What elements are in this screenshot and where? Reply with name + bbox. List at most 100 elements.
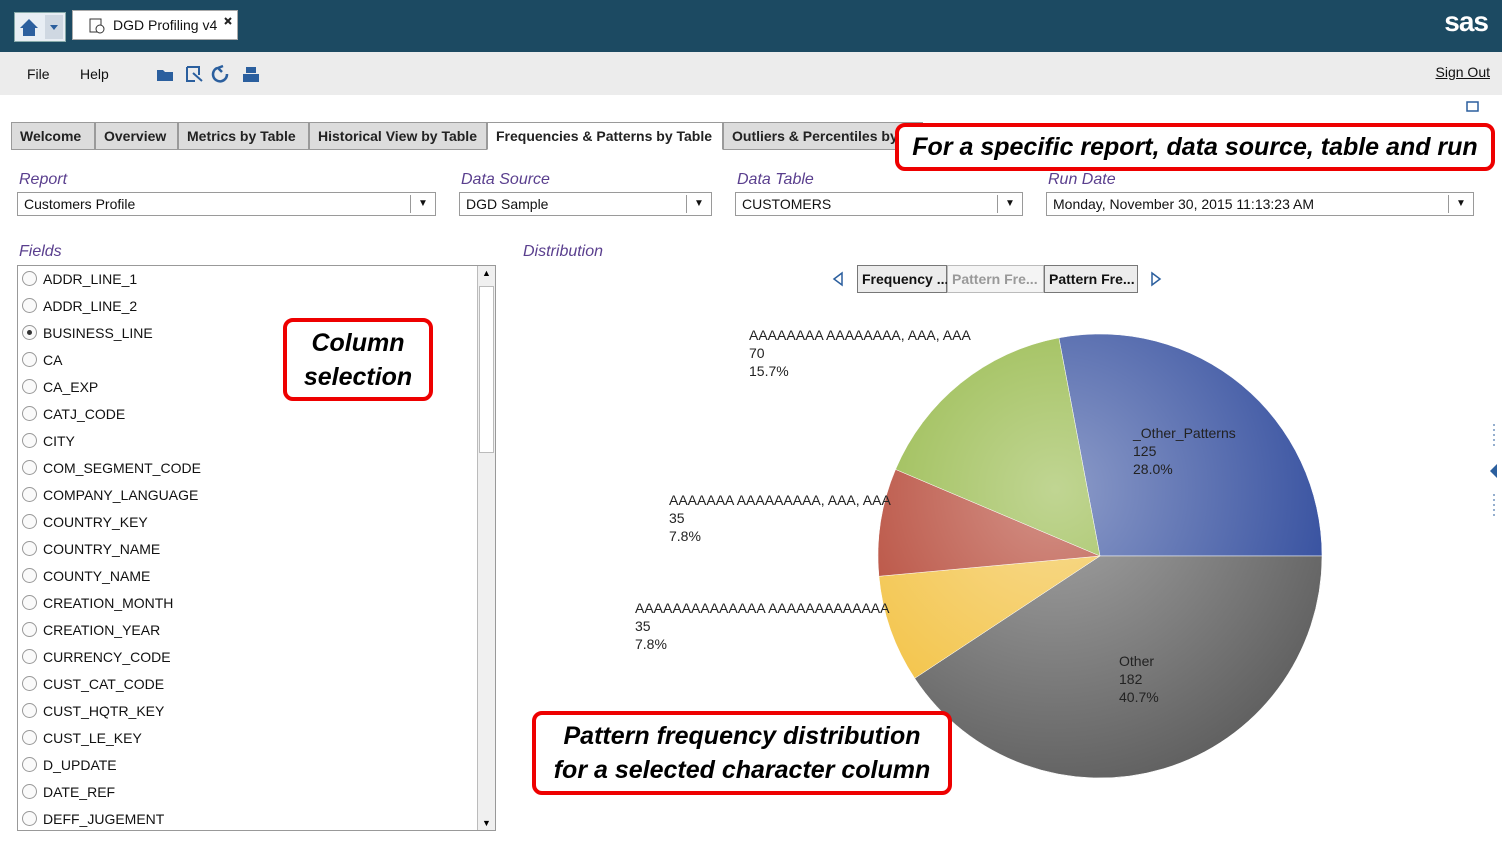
field-item[interactable]: COUNTRY_KEY (22, 509, 148, 536)
home-icon (20, 15, 63, 39)
home-button[interactable] (14, 12, 66, 42)
field-item[interactable]: CUST_CAT_CODE (22, 671, 164, 698)
scroll-down[interactable]: ▼ (482, 818, 491, 828)
dropdown-arrow[interactable]: ▼ (686, 195, 711, 213)
prev-arrow[interactable] (832, 271, 844, 287)
field-item[interactable]: CA (22, 347, 62, 374)
radio[interactable] (22, 298, 37, 313)
field-item[interactable]: DEFF_JUGEMENT (22, 806, 165, 830)
tab[interactable]: Overview (95, 122, 178, 150)
dropdown-value: CUSTOMERS (742, 196, 832, 212)
field-name: COM_SEGMENT_CODE (43, 460, 201, 476)
menu-item[interactable]: Help (80, 66, 109, 82)
radio[interactable] (22, 703, 37, 718)
radio[interactable] (22, 487, 37, 502)
callout: Pattern frequency distribution for a sele… (532, 711, 952, 795)
view-button[interactable]: Pattern Fre... (1044, 265, 1138, 293)
field-name: COUNTRY_NAME (43, 541, 161, 557)
filter-label: Data Table (737, 171, 814, 188)
field-name: ADDR_LINE_2 (43, 298, 138, 314)
field-item[interactable]: COMPANY_LANGUAGE (22, 482, 198, 509)
tab[interactable]: Welcome (11, 122, 95, 150)
view-button[interactable]: Pattern Fre... (947, 265, 1044, 293)
radio[interactable] (22, 541, 37, 556)
radio[interactable] (22, 325, 37, 340)
slice-value: 35 (669, 510, 685, 526)
radio[interactable] (22, 595, 37, 610)
radio[interactable] (22, 460, 37, 475)
field-item[interactable]: ADDR_LINE_1 (22, 266, 137, 293)
next-arrow[interactable] (1150, 271, 1162, 287)
radio[interactable] (22, 568, 37, 583)
sign-out[interactable]: Sign Out (1435, 64, 1490, 80)
field-name: CREATION_MONTH (43, 595, 174, 611)
field-name: COUNTY_NAME (43, 568, 151, 584)
callout: For a specific report, data source, tabl… (895, 123, 1495, 171)
field-item[interactable]: CA_EXP (22, 374, 98, 401)
field-name: CURRENCY_CODE (43, 649, 171, 665)
field-item[interactable]: COUNTRY_NAME (22, 536, 160, 563)
radio[interactable] (22, 757, 37, 772)
radio[interactable] (22, 676, 37, 691)
field-item[interactable]: CUST_LE_KEY (22, 725, 142, 752)
toolbar-icons[interactable] (155, 64, 265, 84)
callout-line: Pattern frequency distribution (563, 722, 921, 750)
radio[interactable] (22, 352, 37, 367)
field-item[interactable]: CUST_HQTR_KEY (22, 698, 164, 725)
dropdown[interactable]: Monday, November 30, 2015 11:13:23 AM ▼ (1046, 192, 1474, 216)
tab[interactable]: Historical View by Table (309, 122, 487, 150)
slice-label: AAAAAAAAAAAAAA AAAAAAAAAAAAA (635, 600, 890, 616)
field-item[interactable]: CREATION_MONTH (22, 590, 173, 617)
app-bar: DGD Profiling v4 sas (0, 0, 1502, 52)
tab[interactable]: Metrics by Table (178, 122, 309, 150)
radio[interactable] (22, 514, 37, 529)
tab[interactable]: Outliers & Percentiles by (723, 122, 923, 150)
radio[interactable] (22, 406, 37, 421)
field-item[interactable]: CATJ_CODE (22, 401, 125, 428)
field-name: D_UPDATE (43, 757, 117, 773)
radio[interactable] (22, 622, 37, 637)
field-name: COUNTRY_KEY (43, 514, 148, 530)
field-item[interactable]: BUSINESS_LINE (22, 320, 153, 347)
field-name: CREATION_YEAR (43, 622, 161, 638)
dropdown-arrow[interactable]: ▼ (1448, 195, 1473, 213)
dropdown-arrow[interactable]: ▼ (410, 195, 435, 213)
view-button[interactable]: Frequency ... (857, 265, 948, 293)
radio[interactable] (22, 271, 37, 286)
field-item[interactable]: COM_SEGMENT_CODE (22, 455, 201, 482)
close-icon[interactable] (223, 16, 233, 26)
fields-label: Fields (19, 243, 62, 260)
field-item[interactable]: COUNTY_NAME (22, 563, 150, 590)
tab[interactable]: Frequencies & Patterns by Table (487, 122, 723, 150)
field-item[interactable]: D_UPDATE (22, 752, 117, 779)
radio[interactable] (22, 379, 37, 394)
dropdown-arrow[interactable]: ▼ (997, 195, 1022, 213)
radio[interactable] (22, 730, 37, 745)
field-item[interactable]: CURRENCY_CODE (22, 644, 171, 671)
field-name: CA_EXP (43, 379, 99, 395)
scroll-thumb[interactable] (479, 286, 494, 453)
field-name: DEFF_JUGEMENT (43, 811, 165, 827)
dropdown[interactable]: DGD Sample ▼ (459, 192, 712, 216)
field-item[interactable]: DATE_REF (22, 779, 115, 806)
radio[interactable] (22, 784, 37, 799)
scroll-up[interactable]: ▲ (482, 268, 491, 278)
side-handle[interactable] (1488, 422, 1500, 518)
radio[interactable] (22, 433, 37, 448)
menu-item[interactable]: File (27, 66, 50, 82)
radio[interactable] (22, 649, 37, 664)
field-item[interactable]: ADDR_LINE_2 (22, 293, 137, 320)
app-tab[interactable]: DGD Profiling v4 (72, 10, 238, 40)
slice-percent: 40.7% (1119, 689, 1159, 705)
callout-line: for a selected character column (553, 756, 931, 784)
callout-line: Column (311, 328, 405, 357)
field-name: CA (43, 352, 63, 368)
field-list: ▲ ▼ ADDR_LINE_1 ADDR_LINE_2 BUSINESS_LINE C… (17, 265, 496, 831)
dropdown[interactable]: CUSTOMERS ▼ (735, 192, 1023, 216)
dropdown[interactable]: Customers Profile ▼ (17, 192, 436, 216)
field-item[interactable]: CREATION_YEAR (22, 617, 160, 644)
scrollbar[interactable]: ▲ ▼ (477, 266, 495, 830)
radio[interactable] (22, 811, 37, 826)
maximize-icon[interactable] (1466, 101, 1480, 113)
field-item[interactable]: CITY (22, 428, 75, 455)
